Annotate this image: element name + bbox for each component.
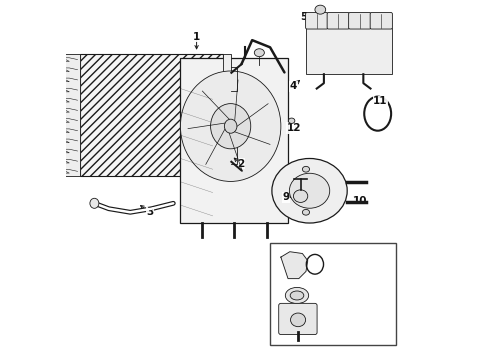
Ellipse shape	[289, 118, 295, 123]
FancyBboxPatch shape	[349, 13, 371, 29]
Text: 8: 8	[389, 288, 395, 298]
Ellipse shape	[290, 291, 304, 300]
Bar	[180, 58, 288, 223]
Ellipse shape	[291, 313, 306, 327]
Ellipse shape	[180, 71, 281, 181]
Text: 9: 9	[283, 192, 290, 202]
Text: 5: 5	[300, 12, 308, 22]
Ellipse shape	[294, 190, 308, 202]
Text: 1: 1	[193, 32, 200, 41]
Text: 4: 4	[290, 81, 297, 91]
Polygon shape	[281, 252, 308, 279]
Text: 6: 6	[308, 306, 315, 316]
Ellipse shape	[211, 104, 251, 149]
Text: 7: 7	[312, 287, 319, 297]
Ellipse shape	[315, 5, 326, 14]
Bar	[270, 243, 395, 345]
Bar	[306, 28, 392, 74]
Ellipse shape	[90, 198, 99, 208]
Ellipse shape	[302, 210, 310, 215]
Text: 3: 3	[147, 207, 153, 217]
Ellipse shape	[285, 287, 309, 303]
FancyBboxPatch shape	[279, 303, 317, 334]
Bar	[223, 54, 231, 176]
Bar	[80, 54, 223, 176]
Ellipse shape	[254, 49, 265, 57]
FancyBboxPatch shape	[327, 13, 349, 29]
Ellipse shape	[290, 173, 330, 208]
Ellipse shape	[224, 119, 237, 133]
FancyBboxPatch shape	[306, 13, 328, 29]
Text: 11: 11	[373, 96, 388, 106]
Ellipse shape	[302, 166, 310, 172]
Ellipse shape	[272, 158, 347, 223]
Bar	[60, 54, 80, 176]
FancyBboxPatch shape	[370, 13, 392, 29]
Text: 12: 12	[287, 123, 301, 133]
Text: 10: 10	[352, 196, 367, 206]
Text: 2: 2	[237, 159, 245, 169]
